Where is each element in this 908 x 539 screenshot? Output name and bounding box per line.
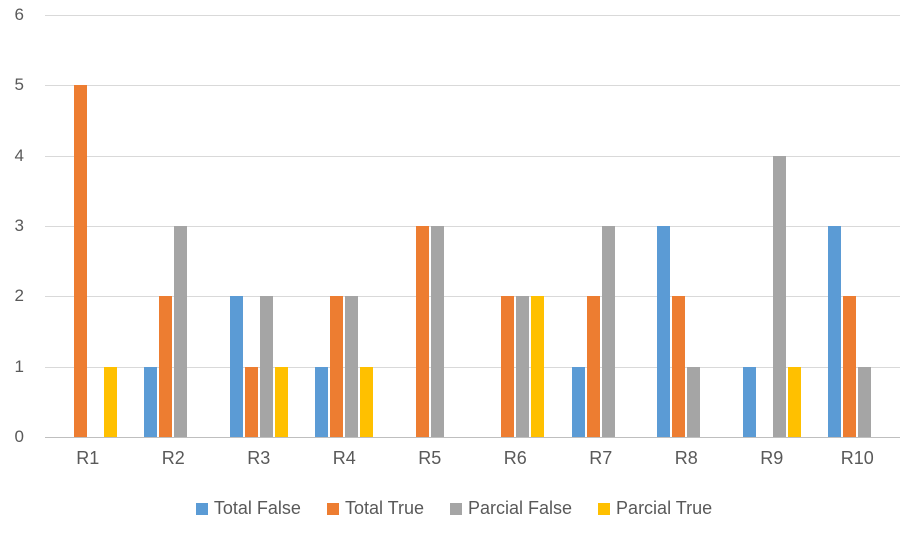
- bar-r10-total-true: [843, 296, 857, 437]
- bar-r9-parcial-true: [787, 366, 801, 437]
- legend-swatch-icon: [598, 502, 611, 515]
- gridline-y3: [45, 226, 900, 227]
- bar-r8-total-true: [672, 296, 686, 437]
- bar-r10-total-false: [828, 226, 842, 437]
- bar-group-r6: [473, 15, 559, 437]
- bar-r3-parcial-false: [259, 296, 273, 437]
- bar-group-r5: [387, 15, 473, 437]
- legend-label: Parcial True: [616, 498, 713, 518]
- bar-r4-total-true: [330, 296, 344, 437]
- bar-r2-parcial-false: [174, 226, 188, 437]
- bar-group-r10: [815, 15, 901, 437]
- plot-area: [45, 15, 900, 437]
- gridline-y1: [45, 366, 900, 368]
- legend-swatch-icon: [195, 502, 208, 515]
- bar-r4-parcial-false: [345, 296, 359, 437]
- x-tick-label-r10: R10: [840, 448, 874, 468]
- legend-item-parcial-false: Parcial False: [450, 498, 572, 519]
- y-tick-label-3: 3: [14, 216, 24, 235]
- y-tick-label-2: 2: [14, 286, 24, 306]
- y-tick-label-1: 1: [14, 356, 24, 376]
- x-axis-line: [45, 437, 900, 438]
- bar-r5-total-true: [415, 226, 429, 437]
- bar-r9-parcial-false: [772, 155, 786, 437]
- bar-group-r1: [45, 15, 131, 437]
- x-tick-label-r1: R1: [76, 448, 100, 468]
- y-tick-label-5: 5: [14, 75, 24, 95]
- bar-r3-total-false: [229, 296, 243, 437]
- bar-r7-total-true: [586, 296, 600, 437]
- x-tick-label-r5: R5: [418, 448, 442, 468]
- x-tick-label-r2: R2: [161, 448, 185, 468]
- legend-swatch-icon: [450, 502, 462, 515]
- bar-group-r7: [558, 15, 644, 437]
- bar-r2-total-true: [159, 296, 173, 437]
- bar-r6-total-true: [501, 296, 515, 437]
- gridline-y2: [45, 296, 900, 298]
- x-tick-label-r8: R8: [674, 448, 698, 468]
- bar-r10-parcial-false: [858, 366, 872, 437]
- gridline-y5: [45, 85, 900, 87]
- x-tick-label-r4: R4: [332, 448, 356, 468]
- legend-label: Parcial False: [468, 498, 573, 518]
- bar-group-r8: [644, 15, 730, 437]
- x-tick-label-r6: R6: [503, 448, 527, 468]
- bar-r8-parcial-false: [687, 366, 701, 437]
- legend-label: Total True: [344, 498, 424, 518]
- legend-item-total-false: Total False: [195, 498, 301, 519]
- bar-r4-total-false: [315, 366, 329, 437]
- bar-r6-parcial-true: [531, 296, 545, 437]
- bar-r3-parcial-true: [274, 366, 288, 437]
- gridline-y6: [45, 15, 900, 16]
- x-tick-label-r9: R9: [760, 448, 784, 468]
- bar-r9-total-false: [742, 366, 756, 437]
- bar-r1-parcial-true: [103, 366, 117, 437]
- bar-r4-parcial-true: [360, 366, 374, 437]
- bar-group-r4: [302, 15, 388, 437]
- legend: Total False Total True Parcial False Parcia…: [0, 498, 908, 519]
- gridline-y4: [45, 155, 900, 157]
- bar-r5-parcial-false: [430, 226, 444, 437]
- legend-swatch-icon: [326, 502, 339, 515]
- x-tick-label-r3: R3: [247, 448, 271, 468]
- bar-r6-parcial-false: [516, 296, 530, 437]
- bar-r1-total-true: [73, 85, 87, 437]
- bar-r7-total-false: [571, 366, 585, 437]
- legend-label: Total False: [213, 498, 301, 518]
- bar-r3-total-true: [244, 366, 258, 437]
- y-tick-label-6: 6: [14, 5, 24, 24]
- bar-r8-total-false: [657, 226, 671, 437]
- bar-r7-parcial-false: [601, 226, 615, 437]
- y-tick-label-0: 0: [14, 427, 24, 446]
- x-axis: R1 R2 R3 R4 R5 R6 R7 R8 R9 R10: [45, 448, 900, 469]
- bar-group-r9: [729, 15, 815, 437]
- legend-item-parcial-true: Parcial True: [598, 498, 712, 519]
- x-tick-label-r7: R7: [589, 448, 613, 468]
- legend-item-total-true: Total True: [326, 498, 424, 519]
- bar-group-r3: [216, 15, 302, 437]
- bar-group-r2: [131, 15, 217, 437]
- y-tick-label-4: 4: [14, 145, 24, 165]
- bar-r2-total-false: [144, 366, 158, 437]
